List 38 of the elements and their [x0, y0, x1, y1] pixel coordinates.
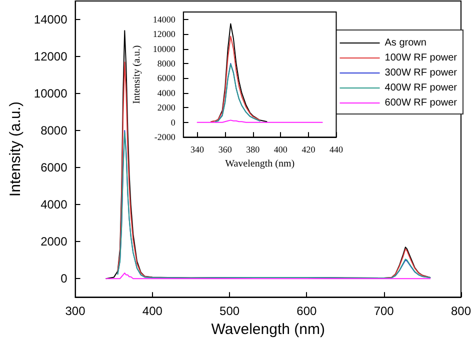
y-tick-label: 14000: [152, 14, 176, 24]
x-tick-label: 600: [296, 304, 318, 318]
legend-label: 600W RF power: [384, 98, 458, 108]
y-tick-label: -2000: [154, 132, 176, 142]
y-tick-label: 6000: [157, 73, 176, 84]
x-tick-label: 800: [450, 304, 472, 318]
x-tick-label: 700: [374, 304, 394, 318]
y-tick-label: 4000: [40, 198, 68, 212]
y-tick-label: 4000: [157, 88, 176, 98]
legend-label: As grown: [384, 38, 426, 48]
y-tick-label: 2000: [40, 234, 68, 249]
y-tick-label: 12000: [152, 29, 176, 40]
legend-label: 300W RF power: [384, 68, 458, 78]
y-tick-label: 10000: [34, 86, 68, 101]
x-tick-label: 420: [302, 144, 316, 155]
legend-label: 100W RF power: [384, 52, 458, 64]
x-tick-label: 380: [246, 144, 260, 155]
x-tick-label: 300: [65, 304, 86, 318]
y-axis-title: Intensity (a.u.): [132, 45, 142, 104]
x-tick-label: 440: [330, 144, 344, 155]
x-tick-label: 360: [218, 144, 232, 155]
legend-label: 400W RF power: [384, 82, 458, 94]
x-tick-label: 500: [220, 304, 240, 318]
x-axis-title: Wavelength (nm): [211, 321, 325, 338]
y-tick-label: 8000: [40, 124, 68, 138]
y-tick-label: 0: [60, 272, 68, 286]
x-tick-label: 400: [142, 304, 163, 318]
y-tick-label: 0: [170, 117, 176, 128]
y-tick-label: 6000: [40, 160, 68, 175]
y-tick-label: 2000: [157, 102, 176, 113]
y-tick-label: 8000: [157, 58, 176, 69]
y-tick-label: 14000: [34, 12, 68, 27]
x-tick-label: 340: [190, 144, 205, 155]
y-axis-title: Intensity (a.u.): [7, 102, 24, 197]
y-tick-label: 10000: [152, 44, 176, 54]
x-tick-label: 400: [274, 144, 288, 155]
y-tick-label: 12000: [34, 50, 68, 64]
x-axis-title: Wavelength (nm): [225, 158, 295, 170]
